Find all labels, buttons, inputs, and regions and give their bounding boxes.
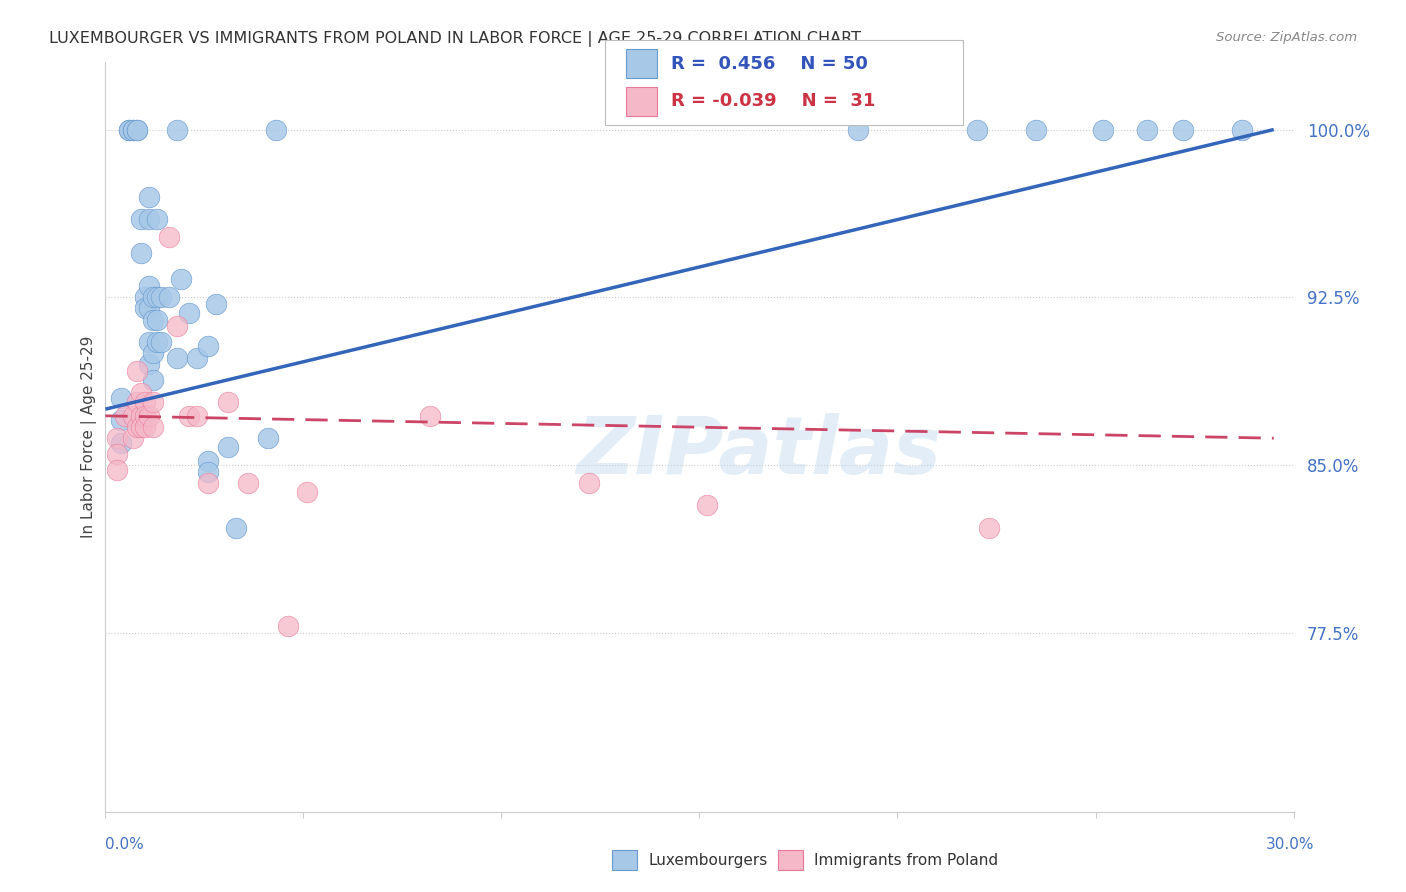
Point: [138, 212, 160, 227]
Point: [134, 409, 156, 423]
Point: [146, 334, 169, 349]
Point: [696, 498, 718, 512]
Point: [127, 395, 149, 409]
Point: [134, 301, 156, 316]
Point: [110, 413, 132, 427]
Point: [105, 447, 128, 461]
Point: [138, 279, 160, 293]
Point: [129, 386, 152, 401]
Point: [197, 465, 219, 479]
Point: [186, 409, 208, 423]
Point: [142, 346, 165, 360]
Point: [197, 453, 219, 467]
Point: [977, 521, 1000, 535]
Text: R =  0.456    N = 50: R = 0.456 N = 50: [671, 54, 868, 72]
Point: [105, 431, 128, 445]
Point: [129, 420, 152, 434]
Point: [966, 122, 988, 136]
Point: [166, 122, 188, 136]
Point: [122, 122, 145, 136]
Point: [157, 230, 180, 244]
Point: [127, 122, 149, 136]
Point: [1136, 122, 1159, 136]
Point: [197, 475, 219, 490]
Point: [134, 420, 156, 434]
Point: [138, 301, 160, 316]
Point: [138, 334, 160, 349]
Point: [134, 395, 156, 409]
Text: Source: ZipAtlas.com: Source: ZipAtlas.com: [1216, 31, 1357, 45]
Point: [146, 290, 169, 304]
Text: 0.0%: 0.0%: [105, 837, 145, 852]
Point: [217, 395, 239, 409]
Point: [205, 297, 228, 311]
Point: [1025, 122, 1047, 136]
Point: [149, 290, 172, 304]
Point: [142, 312, 165, 326]
Point: [419, 409, 441, 423]
Point: [186, 351, 208, 365]
Point: [166, 319, 188, 334]
Point: [138, 189, 160, 203]
Text: Immigrants from Poland: Immigrants from Poland: [814, 854, 998, 868]
Point: [142, 420, 165, 434]
Point: [122, 431, 145, 445]
Point: [170, 272, 193, 286]
Text: ZIPatlas: ZIPatlas: [576, 413, 942, 491]
Point: [122, 122, 145, 136]
Point: [149, 334, 172, 349]
Point: [1171, 122, 1194, 136]
Point: [217, 440, 239, 454]
Point: [157, 290, 180, 304]
Point: [177, 306, 200, 320]
Point: [129, 409, 152, 423]
Point: [197, 339, 219, 353]
Point: [277, 619, 299, 633]
Point: [578, 475, 600, 490]
Point: [122, 409, 145, 423]
Point: [142, 373, 165, 387]
Point: [110, 435, 132, 450]
Text: Luxembourgers: Luxembourgers: [648, 854, 768, 868]
Point: [138, 409, 160, 423]
Point: [142, 395, 165, 409]
Point: [118, 122, 141, 136]
Point: [118, 122, 141, 136]
Point: [129, 245, 152, 260]
Point: [127, 122, 149, 136]
Point: [146, 212, 169, 227]
Point: [110, 391, 132, 405]
Point: [127, 364, 149, 378]
Point: [105, 462, 128, 476]
Point: [225, 521, 247, 535]
Point: [166, 351, 188, 365]
Text: 30.0%: 30.0%: [1267, 837, 1315, 852]
Point: [146, 312, 169, 326]
Point: [142, 290, 165, 304]
Point: [127, 420, 149, 434]
Point: [846, 122, 869, 136]
Point: [264, 122, 287, 136]
Point: [114, 409, 136, 423]
Point: [1092, 122, 1115, 136]
Point: [236, 475, 259, 490]
Point: [177, 409, 200, 423]
Text: R = -0.039    N =  31: R = -0.039 N = 31: [671, 93, 875, 111]
Point: [256, 431, 278, 445]
Point: [129, 212, 152, 227]
Point: [297, 484, 319, 499]
Point: [138, 358, 160, 372]
Point: [1230, 122, 1253, 136]
Text: LUXEMBOURGER VS IMMIGRANTS FROM POLAND IN LABOR FORCE | AGE 25-29 CORRELATION CH: LUXEMBOURGER VS IMMIGRANTS FROM POLAND I…: [49, 31, 862, 47]
Y-axis label: In Labor Force | Age 25-29: In Labor Force | Age 25-29: [80, 336, 97, 538]
Point: [134, 290, 156, 304]
